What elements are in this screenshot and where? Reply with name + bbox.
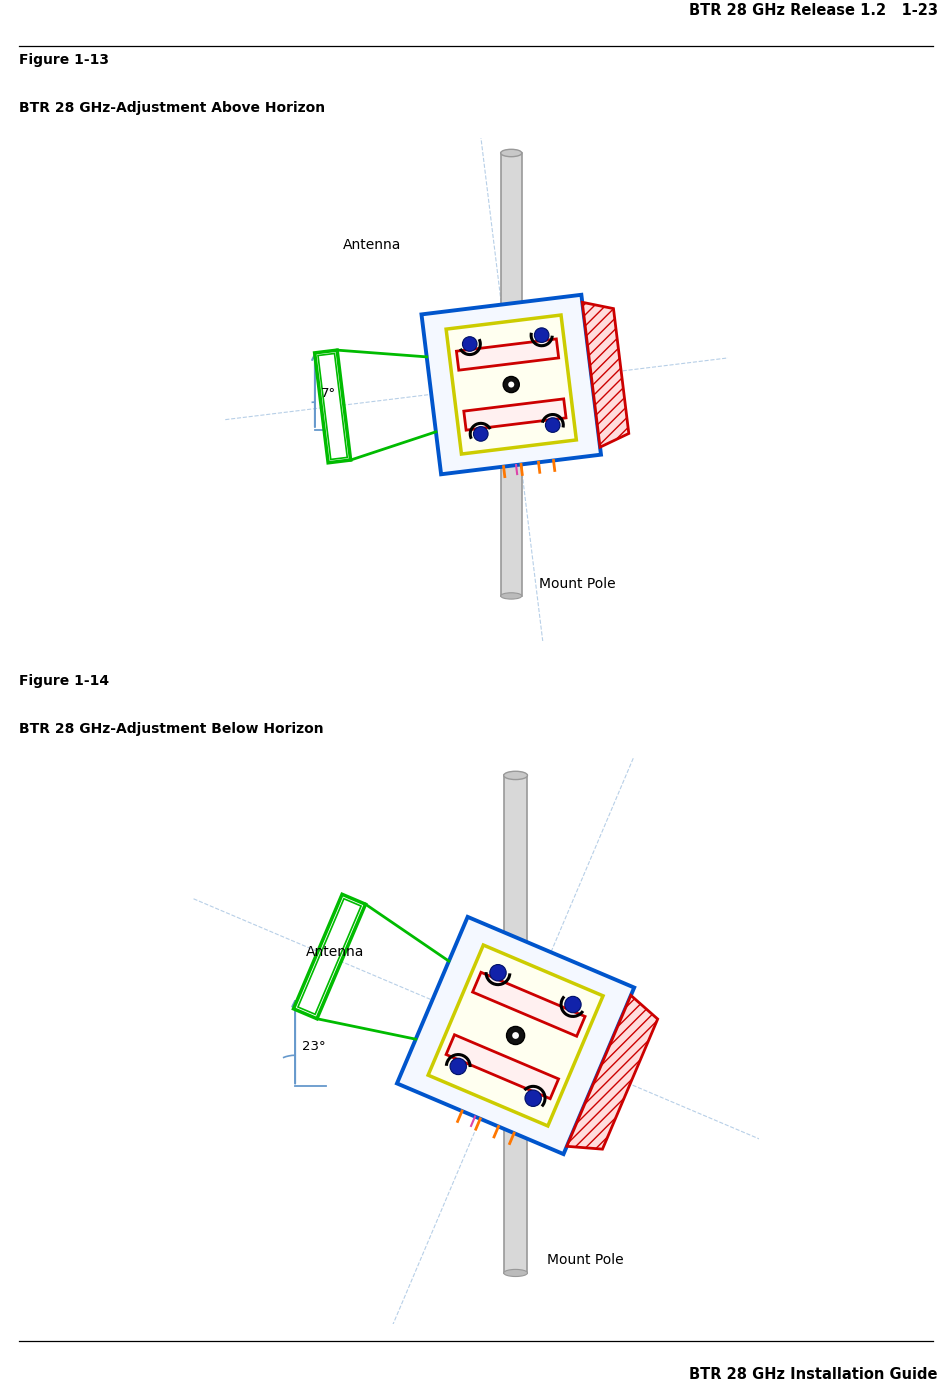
Bar <box>504 1081 527 1273</box>
Ellipse shape <box>501 341 522 348</box>
Ellipse shape <box>501 593 522 598</box>
Polygon shape <box>298 899 361 1015</box>
Ellipse shape <box>501 1081 530 1087</box>
Polygon shape <box>293 895 366 1019</box>
Bar <box>504 775 527 990</box>
Circle shape <box>489 964 506 980</box>
Circle shape <box>534 328 549 342</box>
Text: Mount Pole: Mount Pole <box>539 578 616 592</box>
Text: 7°: 7° <box>321 387 336 400</box>
Text: BTR 28 GHz-Adjustment Below Horizon: BTR 28 GHz-Adjustment Below Horizon <box>19 723 324 736</box>
Polygon shape <box>446 1034 559 1099</box>
Polygon shape <box>446 314 576 454</box>
Ellipse shape <box>498 425 525 430</box>
Polygon shape <box>315 350 350 463</box>
Polygon shape <box>464 399 566 430</box>
Polygon shape <box>422 295 601 474</box>
Polygon shape <box>456 339 559 370</box>
Circle shape <box>450 1058 466 1074</box>
Ellipse shape <box>504 1270 527 1277</box>
Ellipse shape <box>501 149 522 157</box>
Ellipse shape <box>501 1089 530 1095</box>
Text: Mount Pole: Mount Pole <box>546 1254 624 1267</box>
Circle shape <box>545 418 560 433</box>
Ellipse shape <box>498 433 525 437</box>
Polygon shape <box>583 302 629 447</box>
Circle shape <box>506 1026 525 1044</box>
Bar <box>501 153 522 345</box>
Circle shape <box>525 1089 542 1106</box>
Polygon shape <box>428 945 603 1125</box>
Circle shape <box>463 336 477 352</box>
Polygon shape <box>397 917 634 1154</box>
Circle shape <box>565 997 581 1012</box>
Text: BTR 28 GHz Release 1.2   1-23: BTR 28 GHz Release 1.2 1-23 <box>688 3 938 18</box>
Circle shape <box>473 426 488 441</box>
Text: Antenna: Antenna <box>343 237 401 251</box>
Polygon shape <box>566 996 658 1149</box>
Polygon shape <box>318 353 347 459</box>
Ellipse shape <box>504 771 527 779</box>
Bar <box>501 425 522 596</box>
Circle shape <box>512 1031 519 1038</box>
Ellipse shape <box>504 987 527 994</box>
Text: Figure 1-13: Figure 1-13 <box>19 52 109 68</box>
Text: BTR 28 GHz Installation Guide: BTR 28 GHz Installation Guide <box>689 1367 938 1379</box>
Text: Figure 1-14: Figure 1-14 <box>19 673 109 688</box>
Text: 23°: 23° <box>302 1040 326 1052</box>
Circle shape <box>504 376 519 393</box>
Circle shape <box>508 382 514 387</box>
Polygon shape <box>472 972 585 1036</box>
Text: BTR 28 GHz-Adjustment Above Horizon: BTR 28 GHz-Adjustment Above Horizon <box>19 101 326 116</box>
Text: Antenna: Antenna <box>307 946 365 960</box>
